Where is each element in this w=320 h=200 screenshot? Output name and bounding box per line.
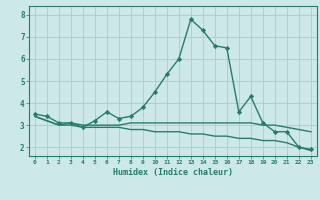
- X-axis label: Humidex (Indice chaleur): Humidex (Indice chaleur): [113, 168, 233, 177]
